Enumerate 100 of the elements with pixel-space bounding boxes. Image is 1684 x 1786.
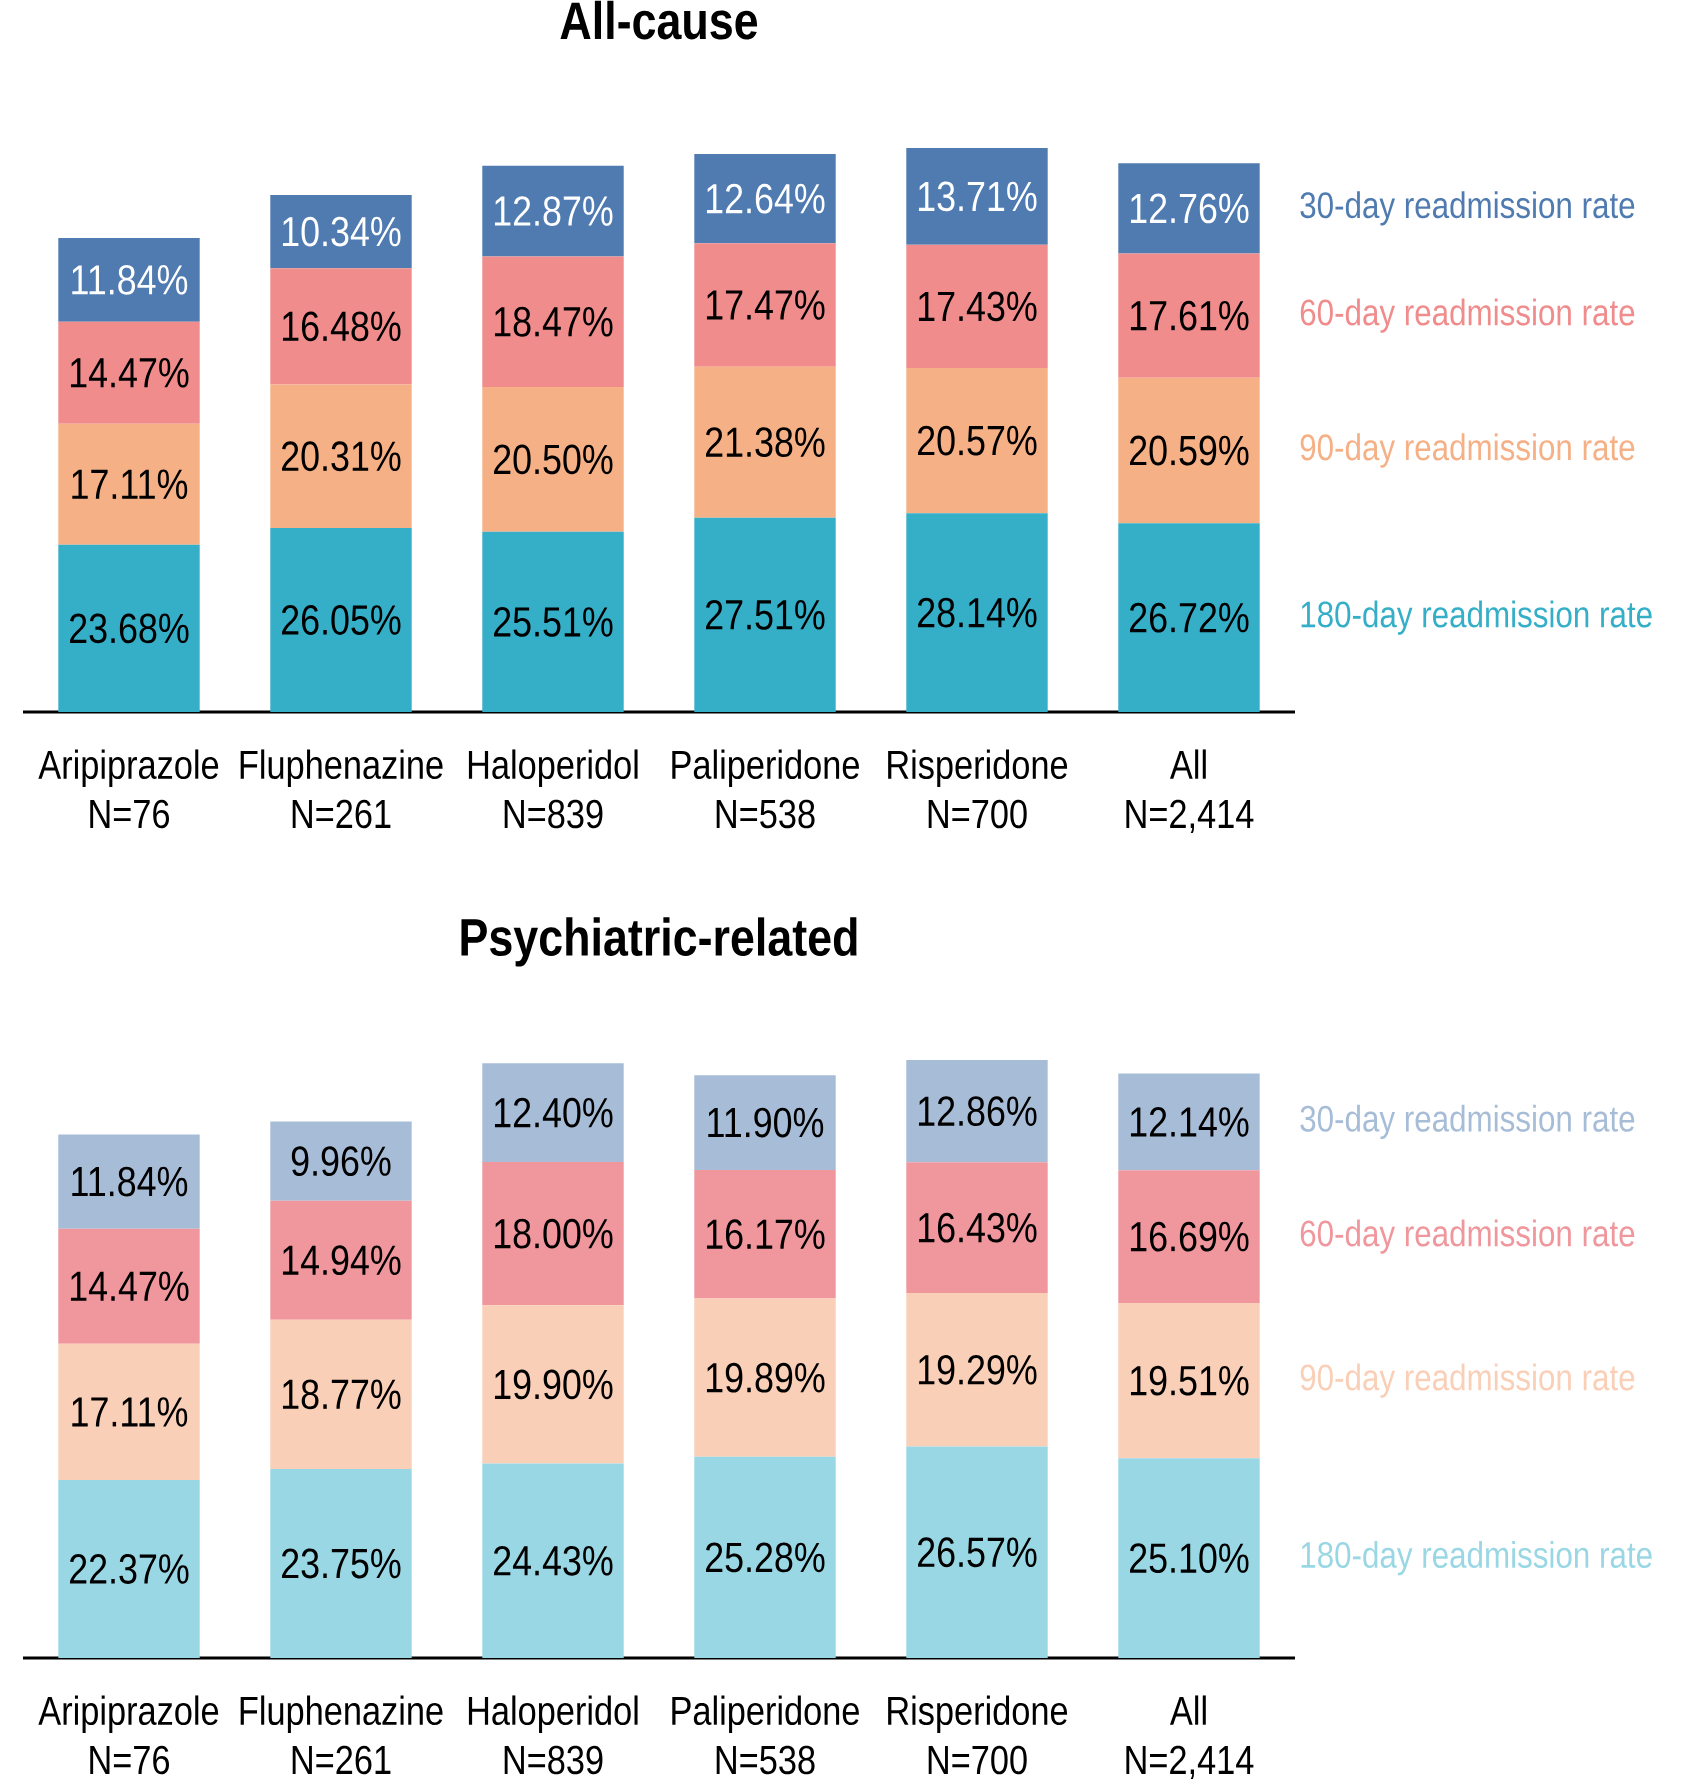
- x-tick-label: Paliperidone N=538: [672, 1695, 859, 1775]
- series-label: 180-day readmission rate: [1301, 1540, 1652, 1576]
- bar: [906, 147, 1048, 245]
- data-label: 18.77%: [282, 1379, 401, 1410]
- bar: [906, 1060, 1048, 1163]
- bar: [270, 527, 412, 712]
- data-label: 10.34%: [282, 216, 401, 247]
- bar: [482, 387, 624, 532]
- bar: [58, 1228, 200, 1344]
- bar: [1118, 1170, 1260, 1304]
- bar: [694, 366, 836, 518]
- series-label: 30-day readmission rate: [1300, 1104, 1635, 1140]
- bar: [482, 1063, 624, 1163]
- data-label: 26.72%: [1130, 602, 1249, 633]
- data-label: 16.48%: [282, 311, 401, 342]
- bar: [270, 1469, 412, 1658]
- bar: [694, 1075, 836, 1170]
- data-label: 20.31%: [282, 441, 401, 472]
- data-label: 13.71%: [918, 181, 1037, 212]
- bar: [1118, 1458, 1260, 1658]
- data-label: 9.96%: [291, 1146, 391, 1177]
- bar: [1118, 523, 1260, 712]
- bar: [270, 1319, 412, 1470]
- x-tick-label: All N=2,414: [1126, 749, 1254, 834]
- series-label: 180-day readmission rate: [1301, 600, 1652, 635]
- data-label: 20.57%: [918, 425, 1037, 456]
- data-label: 27.51%: [706, 599, 825, 630]
- data-label: 12.14%: [1130, 1107, 1249, 1137]
- bar: [694, 1298, 836, 1457]
- x-tick-label: Aripiprazole N=76: [38, 1695, 219, 1775]
- bar: [694, 153, 836, 244]
- data-label: 28.14%: [918, 597, 1037, 628]
- series-label: 30-day readmission rate: [1300, 191, 1635, 226]
- bar: [1118, 1303, 1260, 1459]
- bar: [58, 423, 200, 545]
- x-tick-label: Haloperidol N=839: [468, 1695, 638, 1775]
- bar: [270, 195, 412, 269]
- data-label: 17.11%: [72, 1397, 188, 1427]
- x-tick-label: All N=2,414: [1126, 1695, 1254, 1780]
- bar: [694, 1456, 836, 1658]
- bar: [482, 531, 624, 712]
- x-tick-label: Risperidone N=700: [888, 749, 1068, 829]
- bar: [58, 1479, 200, 1658]
- data-label: 19.90%: [494, 1369, 613, 1400]
- data-label: 11.90%: [708, 1107, 824, 1138]
- bar: [482, 1305, 624, 1464]
- data-label: 12.87%: [494, 196, 613, 226]
- data-label: 23.75%: [282, 1548, 401, 1579]
- data-label: 14.94%: [282, 1245, 401, 1276]
- series-label: 60-day readmission rate: [1300, 298, 1635, 333]
- chart-title: All-cause: [560, 0, 758, 40]
- data-label: 12.86%: [918, 1096, 1037, 1127]
- chart-title: Psychiatric-related: [461, 917, 857, 967]
- x-tick-label: Paliperidone N=538: [672, 749, 859, 829]
- bar: [482, 256, 624, 388]
- bar: [1118, 377, 1260, 524]
- bar: [270, 1121, 412, 1201]
- bar: [58, 1343, 200, 1480]
- series-label: 90-day readmission rate: [1300, 433, 1635, 468]
- x-tick-label: Fluphenazine N=261: [240, 1695, 443, 1775]
- bar: [906, 1293, 1048, 1447]
- bar: [270, 1200, 412, 1320]
- data-label: 17.47%: [706, 290, 825, 320]
- series-label: 60-day readmission rate: [1300, 1219, 1635, 1254]
- x-tick-label: Fluphenazine N=261: [240, 749, 443, 829]
- data-label: 23.68%: [70, 613, 189, 644]
- data-label: 12.40%: [494, 1097, 613, 1128]
- bar: [58, 238, 200, 322]
- x-tick-label: Risperidone N=700: [888, 1695, 1068, 1775]
- data-label: 12.64%: [706, 183, 825, 214]
- data-label: 20.59%: [1130, 435, 1249, 466]
- data-label: 11.84%: [72, 1166, 188, 1197]
- data-label: 25.51%: [494, 606, 613, 637]
- data-label: 17.61%: [1130, 300, 1249, 331]
- x-tick-label: Aripiprazole N=76: [38, 749, 219, 829]
- bar: [58, 544, 200, 712]
- data-label: 24.43%: [494, 1545, 613, 1576]
- data-label: 22.37%: [70, 1554, 189, 1584]
- data-label: 21.38%: [706, 427, 825, 458]
- data-label: 19.89%: [706, 1362, 825, 1393]
- series-label: 90-day readmission rate: [1300, 1363, 1635, 1398]
- bar: [694, 1169, 836, 1299]
- bar: [482, 1162, 624, 1306]
- bar: [1118, 1073, 1260, 1171]
- bar: [906, 1162, 1048, 1294]
- data-label: 20.50%: [494, 444, 613, 475]
- data-label: 14.47%: [70, 358, 189, 388]
- bar: [58, 1134, 200, 1229]
- bar: [270, 268, 412, 385]
- bar: [906, 513, 1048, 712]
- data-label: 26.57%: [918, 1537, 1037, 1568]
- data-label: 19.51%: [1130, 1365, 1249, 1396]
- data-label: 25.28%: [706, 1542, 825, 1573]
- data-label: 26.05%: [282, 605, 401, 635]
- data-label: 14.47%: [70, 1271, 189, 1301]
- bar: [482, 1463, 624, 1658]
- data-label: 16.43%: [918, 1212, 1037, 1243]
- bar: [906, 244, 1048, 368]
- data-label: 16.69%: [1130, 1221, 1249, 1252]
- bar: [482, 165, 624, 257]
